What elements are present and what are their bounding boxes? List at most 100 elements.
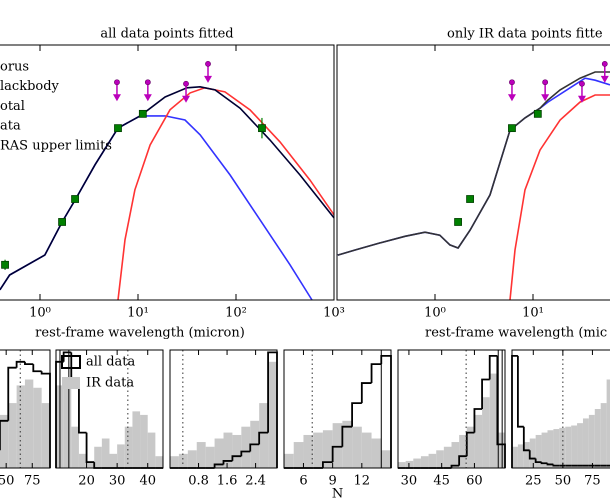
x-axis-label: rest-frame wavelength (mic	[425, 326, 607, 341]
hist-bar	[78, 453, 87, 468]
hist-bar	[241, 426, 251, 468]
hist-step	[540, 462, 548, 465]
hist-bar	[170, 456, 179, 468]
legend-label: ata	[0, 119, 21, 134]
hist-bar	[109, 453, 118, 468]
x-tick-label: 50	[555, 474, 572, 489]
hist-step	[360, 382, 372, 404]
hist-bar	[24, 379, 34, 468]
data-point	[1, 260, 9, 269]
hist-bar	[565, 426, 572, 468]
hist-bar	[293, 442, 304, 468]
upper-limit-head	[507, 94, 516, 102]
sed-curve	[0, 85, 335, 291]
upper-limit-head	[541, 94, 550, 102]
hist-step	[546, 463, 554, 466]
hist-step	[62, 351, 72, 362]
hist-bar	[512, 446, 518, 468]
x-tick-label: 9	[328, 474, 336, 489]
hist-bar	[223, 432, 233, 468]
data-point	[58, 218, 66, 226]
upper-limit	[143, 79, 152, 102]
hist-bar	[132, 411, 141, 468]
hist-bar	[553, 429, 560, 468]
hist-step	[465, 431, 475, 457]
hist-step	[15, 360, 25, 368]
hist-bar	[600, 403, 607, 468]
x-tick-label: 30	[109, 474, 126, 489]
upper-limit	[577, 80, 586, 103]
hist-step	[473, 408, 483, 433]
hist-step	[240, 450, 251, 457]
upper-limit	[600, 60, 609, 83]
hist-bar	[582, 418, 589, 468]
hist-bar	[482, 397, 490, 468]
hist-bar	[517, 444, 524, 468]
panel-frame	[169, 349, 278, 469]
x-tick-label: 20	[78, 474, 95, 489]
hist-bar	[147, 432, 156, 468]
upper-limit-dot	[114, 79, 120, 86]
upper-limit	[182, 80, 191, 103]
hist-bar	[381, 450, 391, 468]
hist-bar	[459, 434, 467, 468]
hist-bar	[342, 420, 353, 468]
hist-step	[450, 464, 460, 468]
hist-step	[370, 363, 382, 384]
hist-bar	[606, 379, 610, 468]
hist-step	[534, 458, 542, 463]
hist-bar	[588, 414, 595, 468]
legend-swatch	[62, 377, 80, 389]
hist-bar	[124, 426, 133, 468]
hist-bar	[41, 403, 50, 468]
hist-bar	[8, 403, 17, 468]
hist-bar	[523, 442, 530, 468]
upper-limit-dot	[542, 79, 549, 86]
hist-bar	[571, 425, 578, 468]
panel-frame	[511, 349, 610, 469]
x-tick-label: 60	[466, 474, 483, 489]
hist-bar	[352, 426, 362, 468]
hist-bar	[541, 432, 548, 468]
hist-step	[258, 431, 269, 445]
hist-bar	[178, 453, 188, 468]
hist-bar	[268, 361, 277, 468]
upper-limit	[112, 79, 121, 102]
hist-step	[458, 455, 467, 466]
hist-bar	[405, 460, 414, 468]
hist-bar	[559, 427, 566, 468]
hist-bar	[303, 434, 314, 468]
panel-title: only IR data points fitte	[447, 27, 603, 42]
x-tick-label: 25	[525, 474, 542, 489]
data-point	[454, 218, 462, 226]
x-axis-label: rest-frame wavelength (micron)	[35, 326, 245, 341]
hist-bar	[63, 383, 72, 468]
data-point	[258, 124, 266, 133]
legend-label: lackbody	[0, 79, 60, 94]
panel-frame	[0, 349, 51, 469]
sed-curve	[337, 71, 610, 256]
x-tick-label: 12	[354, 474, 371, 489]
upper-limit	[507, 79, 516, 102]
hist-bar	[205, 446, 215, 468]
upper-limit-head	[577, 95, 586, 103]
hist-bar	[94, 446, 102, 468]
hist-bar	[577, 423, 583, 468]
data-point	[533, 109, 542, 118]
x-tick-label: 10¹	[522, 306, 544, 321]
hist-step	[249, 443, 260, 452]
x-tick-label: 10²	[225, 306, 247, 321]
hist-step	[522, 426, 530, 452]
hist-step	[7, 366, 17, 421]
sed-curve	[117, 86, 335, 301]
x-axis-label: N	[332, 487, 343, 500]
hist-bar	[443, 446, 452, 468]
hist-step	[517, 355, 524, 428]
upper-limit-dot	[601, 60, 608, 67]
hist-step	[552, 464, 560, 467]
hist-bar	[474, 414, 483, 468]
upper-limit-head	[182, 95, 191, 103]
data-point	[466, 195, 474, 203]
hist-bar	[86, 460, 95, 468]
